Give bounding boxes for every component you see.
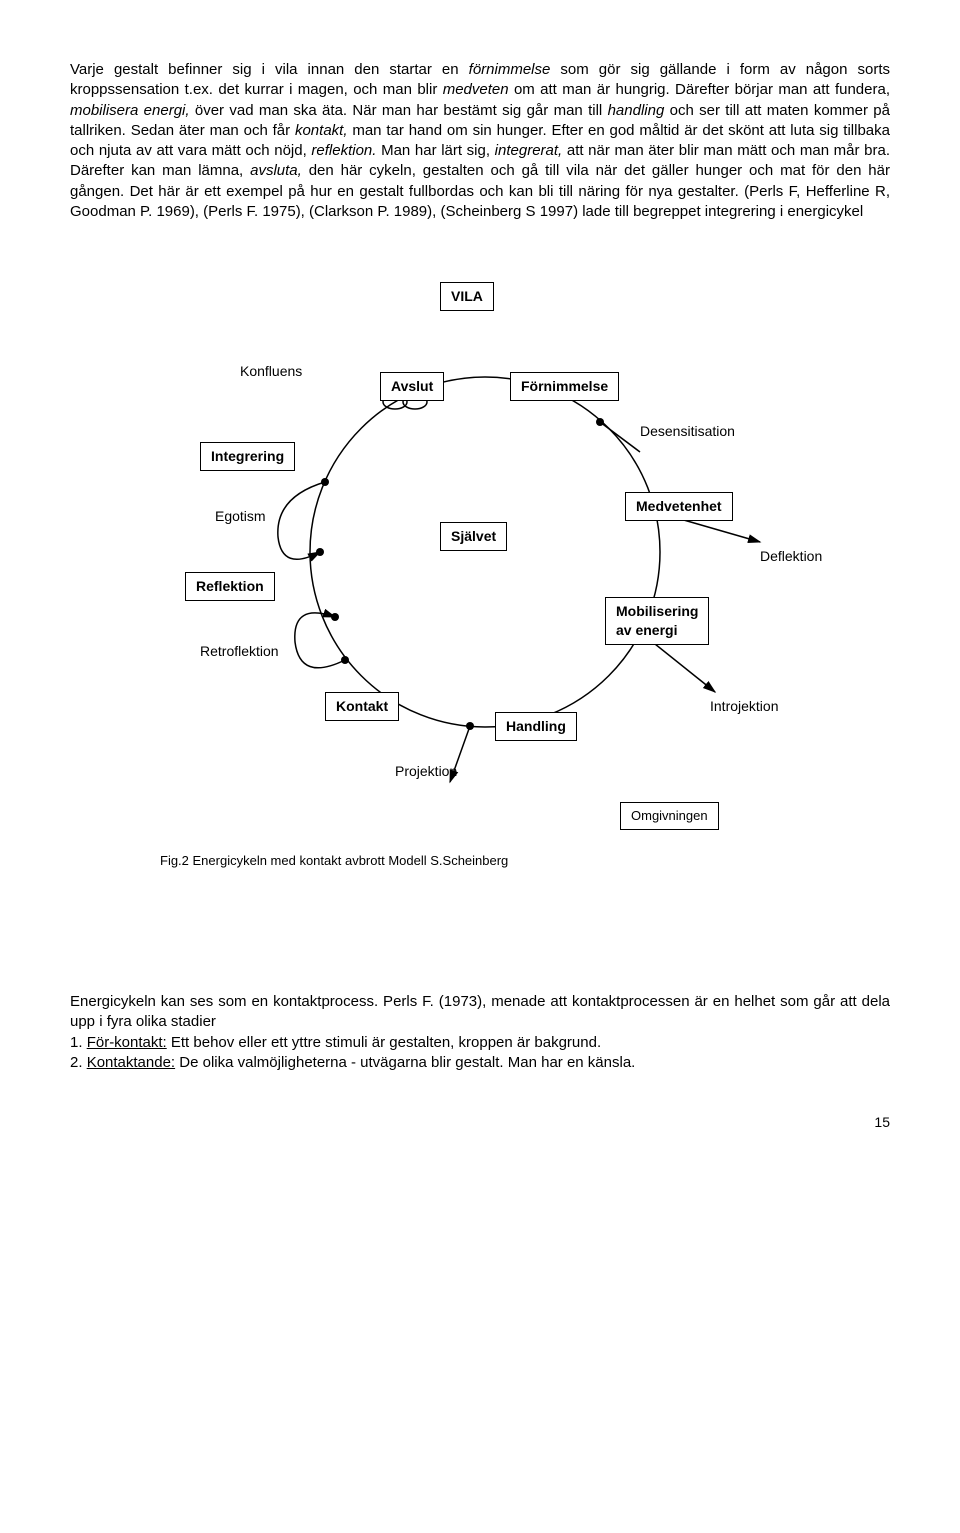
term-kontakt: kontakt, bbox=[295, 122, 348, 139]
text: Varje gestalt befinner sig i vila innan … bbox=[70, 61, 469, 78]
list-item-1: 1. För-kontakt: Ett behov eller ett yttr… bbox=[70, 1033, 890, 1053]
diagram-caption: Fig.2 Energicykeln med kontakt avbrott M… bbox=[160, 852, 508, 870]
box-vila: VILA bbox=[440, 282, 494, 311]
box-fornimmelse: Förnimmelse bbox=[510, 372, 619, 401]
box-sjalvet: Självet bbox=[440, 522, 507, 551]
term-kontaktande: Kontaktande: bbox=[87, 1054, 175, 1071]
box-omgivningen: Omgivningen bbox=[620, 802, 719, 830]
mobilisering-l2: av energi bbox=[616, 622, 677, 638]
label-egotism: Egotism bbox=[215, 507, 266, 526]
text: om att man är hungrig. Därefter börjar m… bbox=[509, 81, 890, 98]
text: Man har lärt sig, bbox=[376, 142, 494, 159]
box-kontakt: Kontakt bbox=[325, 692, 399, 721]
list-item-2: 2. Kontaktande: De olika valmöjlighetern… bbox=[70, 1053, 890, 1073]
term-handling: handling bbox=[608, 102, 665, 119]
page-number: 15 bbox=[70, 1113, 890, 1132]
num: 1. bbox=[70, 1034, 87, 1051]
term-avsluta: avsluta, bbox=[250, 162, 302, 179]
text: De olika valmöjligheterna - utvägarna bl… bbox=[175, 1054, 635, 1071]
text: över vad man ska äta. När man har bestäm… bbox=[190, 102, 608, 119]
box-reflektion: Reflektion bbox=[185, 572, 275, 601]
bottom-paragraph: Energicykeln kan ses som en kontaktproce… bbox=[70, 992, 890, 1033]
term-integrerat: integrerat, bbox=[495, 142, 563, 159]
label-deflektion: Deflektion bbox=[760, 547, 822, 566]
term-fornimmelse: förnimmelse bbox=[469, 61, 551, 78]
mobilisering-l1: Mobilisering bbox=[616, 603, 698, 619]
term-medveten: medveten bbox=[443, 81, 509, 98]
term-forkontakt: För-kontakt: bbox=[87, 1034, 167, 1051]
label-projektion: Projektion bbox=[395, 762, 457, 781]
term-reflektion: reflektion. bbox=[311, 142, 376, 159]
label-konfluens: Konfluens bbox=[240, 362, 302, 381]
energy-cycle-diagram: VILA Avslut Förnimmelse Integrering Själ… bbox=[100, 262, 860, 882]
text: Ett behov eller ett yttre stimuli är ges… bbox=[167, 1034, 601, 1051]
label-retroflektion: Retroflektion bbox=[200, 642, 279, 661]
term-mobilisera: mobilisera energi, bbox=[70, 102, 190, 119]
main-paragraph: Varje gestalt befinner sig i vila innan … bbox=[70, 60, 890, 222]
label-introjektion: Introjektion bbox=[710, 697, 778, 716]
box-medvetenhet: Medvetenhet bbox=[625, 492, 733, 521]
box-handling: Handling bbox=[495, 712, 577, 741]
box-mobilisering: Mobilisering av energi bbox=[605, 597, 709, 645]
label-desensitisation: Desensitisation bbox=[640, 422, 735, 441]
box-integrering: Integrering bbox=[200, 442, 295, 471]
box-avslut: Avslut bbox=[380, 372, 444, 401]
num: 2. bbox=[70, 1054, 87, 1071]
bottom-section: Energicykeln kan ses som en kontaktproce… bbox=[70, 992, 890, 1073]
